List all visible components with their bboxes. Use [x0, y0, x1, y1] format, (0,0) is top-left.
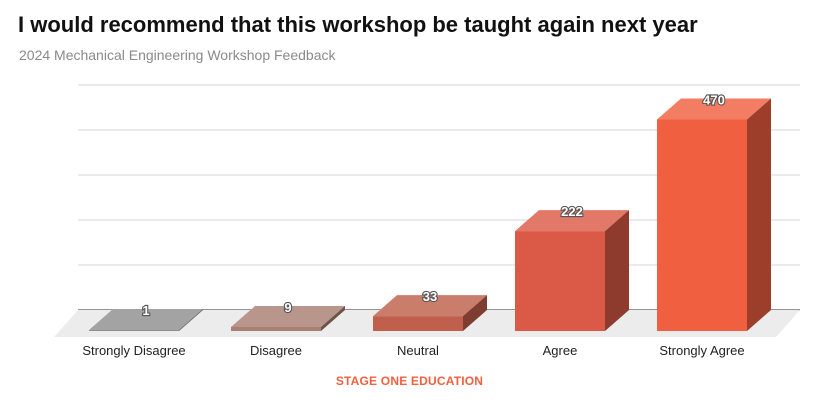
bar-side-face	[747, 98, 771, 331]
bar	[657, 98, 771, 331]
data-label: 9	[284, 300, 291, 315]
bar	[373, 295, 487, 331]
x-tick-label: Strongly Disagree	[82, 343, 185, 358]
bar-front-face	[657, 119, 747, 331]
chart-subtitle: 2024 Mechanical Engineering Workshop Fee…	[19, 47, 336, 63]
bar-side-face	[463, 295, 487, 331]
bar-top-face	[515, 210, 629, 232]
bar-front-face	[515, 231, 605, 331]
bar-front-face	[373, 316, 463, 331]
bar-top-face	[373, 295, 487, 317]
bar-front-face	[231, 326, 321, 331]
x-tick-label: Strongly Agree	[659, 343, 744, 358]
data-label: 470	[703, 93, 725, 108]
bar-top-face	[231, 305, 345, 327]
bar-side-face	[321, 305, 345, 331]
bar	[89, 309, 203, 331]
data-label: 222	[561, 204, 583, 219]
footer-brand: STAGE ONE EDUCATION	[335, 374, 484, 388]
bar	[515, 210, 629, 331]
x-tick-label: Neutral	[397, 343, 439, 358]
x-tick-label: Disagree	[250, 343, 302, 358]
bar-top-face	[89, 309, 203, 330]
bar-top-face	[657, 98, 771, 120]
bar	[231, 305, 345, 331]
chart-title: I would recommend that this workshop be …	[18, 12, 698, 37]
x-tick-label: Agree	[543, 343, 578, 358]
bar-side-face	[605, 210, 629, 331]
bar-chart: 1 Strongly Disagree 9 Disagree 33 Neutral 222 A…	[54, 84, 800, 358]
data-label: 33	[423, 289, 437, 304]
data-label: 1	[142, 303, 149, 318]
bar-front-face	[89, 330, 179, 331]
bar-side-face	[179, 309, 203, 331]
